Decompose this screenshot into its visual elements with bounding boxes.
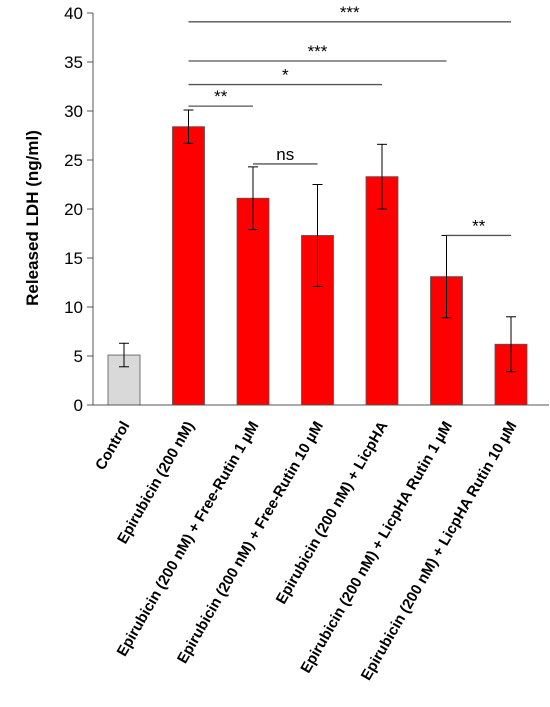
y-tick-label-4: 20	[64, 200, 83, 219]
significance-group: *********ns**	[188, 3, 511, 237]
bar-4	[365, 176, 399, 406]
significance-label-3: **	[214, 87, 228, 106]
error-bar-2	[248, 166, 258, 231]
y-tick-label-6: 30	[64, 102, 83, 121]
y-tick-label-1: 5	[74, 347, 83, 366]
x-tick-label-4: Epirubicin (200 nM) + LicpHA	[273, 418, 392, 607]
y-tick-label-2: 10	[64, 298, 83, 317]
y-tick-label-3: 15	[64, 249, 83, 268]
significance-label-4: ns	[276, 145, 294, 164]
error-bar-6	[506, 316, 516, 373]
x-tick-label-0: Control	[92, 419, 133, 474]
y-tick-label-8: 40	[64, 4, 83, 23]
y-axis-title: Released LDH (ng/ml)	[23, 130, 42, 306]
significance-label-0: ***	[340, 3, 360, 22]
significance-label-2: *	[282, 66, 289, 85]
y-tick-label-0: 0	[74, 396, 83, 415]
error-bar-3	[312, 184, 323, 287]
y-tick-label-7: 35	[64, 53, 83, 72]
significance-label-5: **	[472, 216, 486, 235]
bar-1	[172, 126, 205, 406]
x-tick-label-2: Epirubicin (200 nM) + Free-Rutin 1 µM	[114, 419, 263, 660]
y-tick-label-5: 25	[64, 151, 83, 170]
error-bar-4	[377, 143, 387, 210]
error-bar-0	[119, 342, 129, 368]
y-axis: 0 5 10 15 20 25 30 35 40	[64, 4, 94, 415]
error-bar-1	[183, 109, 194, 144]
significance-label-1: ***	[308, 42, 328, 61]
